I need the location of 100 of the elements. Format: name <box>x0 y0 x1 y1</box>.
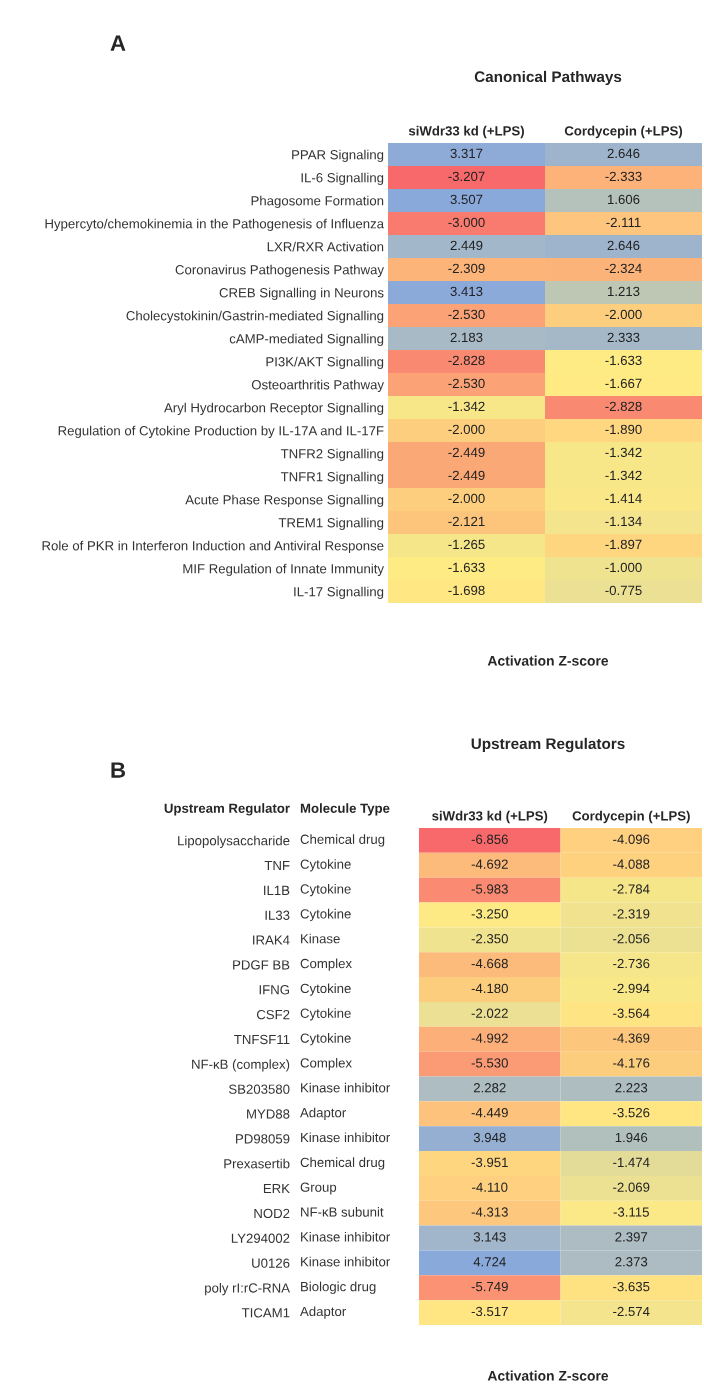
y2-axis-title: Molecule Type <box>300 803 390 816</box>
data-label: -2.000 <box>448 424 485 435</box>
data-label: -4.096 <box>613 834 650 844</box>
y-tick-label: Lipopolysaccharide <box>178 835 290 848</box>
data-label: 2.373 <box>615 1257 648 1267</box>
data-label: -3.526 <box>613 1107 650 1118</box>
y2-tick-label: Kinase <box>301 933 340 944</box>
data-label: 2.449 <box>450 240 483 251</box>
data-label: -2.449 <box>448 447 485 458</box>
y2-tick-label: Cytokine <box>300 983 351 996</box>
data-label: 3.143 <box>473 1232 506 1242</box>
y-tick-label: Cholecystokinin/Gastrin-mediated Signalling <box>126 310 384 324</box>
data-label: -3.207 <box>448 171 485 182</box>
y-tick-label: IL-6 Signalling <box>301 172 384 186</box>
data-label: -2.574 <box>613 1306 650 1317</box>
data-label: -5.983 <box>471 884 508 894</box>
y-tick-label: TNF <box>264 860 290 871</box>
data-label: -2.121 <box>448 516 485 526</box>
data-label: 2.397 <box>615 1232 648 1242</box>
y2-tick-label: Complex <box>300 1057 352 1071</box>
data-label: -2.056 <box>613 934 650 944</box>
y-tick-label: SB203580 <box>228 1084 290 1094</box>
data-label: -2.333 <box>605 171 642 182</box>
y-tick-label: TREM1 Signalling <box>278 517 384 531</box>
data-label: -2.736 <box>613 958 650 969</box>
y-tick-label: IL33 <box>265 910 290 920</box>
data-label: -4.992 <box>471 1033 508 1043</box>
data-label: -2.000 <box>605 309 642 320</box>
y2-tick-label: Adaptor <box>300 1306 346 1319</box>
y-tick-label: Hypercyto/chemokinemia in the Pathogenesis of Influenza <box>45 218 385 232</box>
text: B <box>111 762 126 778</box>
y2-tick-label: Adaptor <box>300 1107 346 1120</box>
y2-tick-label: Cytokine <box>300 883 351 897</box>
data-label: -1.474 <box>613 1157 650 1167</box>
y-tick-label: PDGF BB <box>233 960 290 970</box>
y-tick-label: cAMP-mediated Signalling <box>229 333 384 347</box>
y-tick-label: TNFR2 Signalling <box>280 448 384 462</box>
data-label: -1.000 <box>605 562 642 573</box>
y2-tick-label: Cytokine <box>300 1008 351 1021</box>
data-label: -1.698 <box>448 585 485 596</box>
y-axis-title: Upstream Regulator <box>164 803 290 816</box>
y2-tick-label: Cytokine <box>300 1033 351 1046</box>
data-label: 2.183 <box>450 332 483 343</box>
data-label: 1.946 <box>615 1132 648 1143</box>
data-label: 1.213 <box>608 286 640 297</box>
y-tick-label: IL1B <box>264 885 290 895</box>
x-tick-label: Cordycepin (+LPS) <box>564 125 683 139</box>
data-label: -3.250 <box>471 909 508 919</box>
y2-tick-label: Kinase inhibitor <box>301 1256 390 1267</box>
data-label: 2.333 <box>607 332 640 343</box>
data-label: -2.530 <box>448 378 485 389</box>
data-label: -1.667 <box>605 378 642 389</box>
y-tick-label: Osteoarthritis Pathway <box>251 379 384 393</box>
x-axis-title: Activation Z-score <box>487 655 609 666</box>
x-tick-label: Cordycepin (+LPS) <box>572 810 690 824</box>
data-label: -1.633 <box>448 562 485 573</box>
data-label: -3.635 <box>613 1281 650 1292</box>
y-tick-label: NF-κB (complex) <box>192 1059 290 1072</box>
data-label: -3.115 <box>613 1207 649 1217</box>
y-tick-label: PD98059 <box>236 1134 290 1144</box>
y2-tick-label: Complex <box>300 958 352 971</box>
text: A <box>110 35 126 51</box>
y-tick-label: Role of PKR in Interferon Induction and Antiviral Response <box>42 540 384 554</box>
data-label: 3.507 <box>450 194 483 205</box>
data-label: -1.633 <box>605 355 642 366</box>
data-label: -1.134 <box>605 516 642 527</box>
y-tick-label: Prexasertib <box>224 1158 290 1169</box>
data-label: -2.022 <box>471 1008 508 1018</box>
data-label: 4.724 <box>473 1257 506 1267</box>
data-label: -2.069 <box>613 1182 650 1192</box>
data-label: 2.646 <box>607 148 640 159</box>
data-label: -1.414 <box>605 493 642 503</box>
y-tick-label: U0126 <box>252 1258 290 1268</box>
data-label: -0.775 <box>605 585 642 596</box>
data-label: -2.828 <box>605 401 642 412</box>
y2-tick-label: NF-κB subunit <box>301 1207 384 1217</box>
data-label: -3.951 <box>471 1157 508 1168</box>
y-tick-label: Aryl Hydrocarbon Receptor Signalling <box>164 402 384 416</box>
y-tick-label: TNFR1 Signalling <box>280 471 384 485</box>
y-tick-label: IL-17 Signalling <box>294 586 384 600</box>
data-label: -4.369 <box>613 1033 650 1043</box>
data-label: 3.948 <box>473 1132 506 1143</box>
data-label: -1.342 <box>605 470 642 481</box>
data-label: -2.784 <box>613 884 650 894</box>
data-label: 1.606 <box>608 194 640 205</box>
y2-tick-label: Group <box>300 1182 337 1195</box>
data-label: -2.350 <box>471 934 508 944</box>
y-tick-label: IRAK4 <box>253 935 290 945</box>
data-label: -1.897 <box>605 539 642 550</box>
y-tick-label: CREB Signalling in Neurons <box>219 287 384 301</box>
y-tick-label: TNFSF11 <box>234 1034 290 1045</box>
data-label: -4.668 <box>471 958 508 969</box>
y2-tick-label: Kinase inhibitor <box>301 1132 390 1143</box>
y-tick-label: PPAR Signaling <box>292 149 384 163</box>
data-label: -4.313 <box>471 1207 508 1217</box>
data-label: 2.282 <box>473 1083 506 1093</box>
data-label: -3.000 <box>448 217 485 228</box>
y-tick-label: MIF Regulation of Innate Immunity <box>183 563 384 577</box>
y2-tick-label: Kinase inhibitor <box>301 1231 390 1242</box>
data-label: -5.749 <box>471 1281 508 1292</box>
